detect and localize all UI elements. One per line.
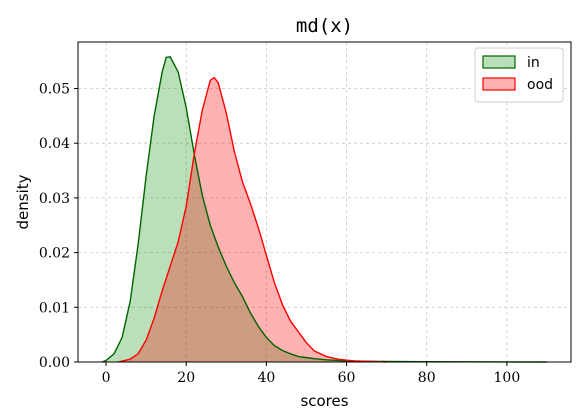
- x-tick-label: 80: [418, 370, 436, 386]
- legend-swatch-ood: [482, 77, 516, 91]
- y-tick-label: 0.02: [39, 246, 70, 262]
- series-fill-ood: [118, 77, 387, 362]
- x-tick-label: 20: [177, 370, 195, 386]
- ticks: 0 20 40 60 80 100 0.00 0.01 0.02 0.03 0.04 0.05: [39, 81, 520, 386]
- legend-label-in: in: [527, 55, 540, 71]
- y-tick-label: 0.03: [39, 191, 70, 207]
- chart-title: md(x): [296, 15, 353, 37]
- legend: in ood: [474, 47, 564, 103]
- series-fill-in: [102, 56, 547, 363]
- legend-swatch-in: [482, 55, 516, 69]
- legend-label-ood: ood: [527, 77, 553, 93]
- x-tick-label: 100: [494, 370, 521, 386]
- x-axis-title: scores: [300, 392, 348, 410]
- x-tick-label: 0: [102, 370, 111, 386]
- y-tick-label: 0.00: [39, 355, 70, 371]
- plot-frame: [77, 41, 572, 363]
- y-tick-label: 0.04: [39, 136, 70, 152]
- x-tick-label: 60: [338, 370, 356, 386]
- series-line-ood: [117, 76, 387, 363]
- y-axis-title: density: [14, 174, 32, 229]
- series-layer: [101, 56, 547, 363]
- y-tick-label: 0.05: [39, 81, 70, 97]
- y-tick-label: 0.01: [39, 300, 70, 316]
- series-line-in: [101, 56, 547, 363]
- x-tick-label: 40: [257, 370, 275, 386]
- legend-box: [474, 47, 564, 103]
